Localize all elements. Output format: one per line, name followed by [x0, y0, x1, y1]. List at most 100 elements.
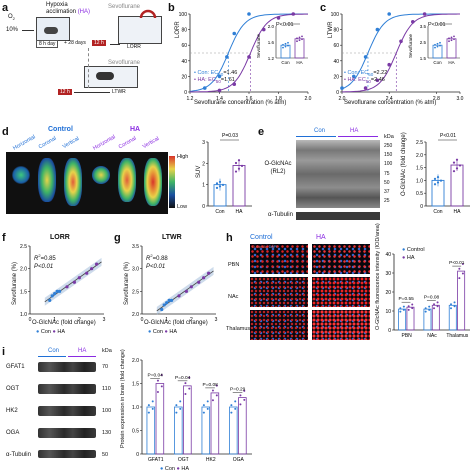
- chart-e-dot: [452, 161, 456, 164]
- chart-i-ytick-label: 1.0: [132, 405, 139, 411]
- chart-h-dot: [433, 303, 436, 306]
- chart-i-dot: [147, 404, 150, 407]
- chart-b-point-ha: [217, 88, 222, 93]
- chart-f-xtick-label: 2: [78, 317, 81, 323]
- chart-i-bar-oga-con: [229, 406, 238, 455]
- chart-b-ytick-label: 60: [181, 43, 187, 49]
- chart-c-inset-p: P<0.01: [428, 22, 446, 28]
- chart-i-ytick-label: 0.5: [132, 429, 139, 435]
- chart-c-ytick-label: 100: [331, 12, 340, 18]
- chart-f-stats: R2=0.85 P<0.01: [34, 253, 56, 270]
- chart-e-dot: [452, 170, 456, 173]
- chart-h-dot: [458, 277, 461, 280]
- chart-g-ytick-label: 2.5: [132, 289, 139, 295]
- view-vertical-ha: Vertical: [141, 135, 161, 151]
- chart-i-bar-hk2-con: [201, 406, 211, 455]
- chart-h-bar-pbn-control: [398, 308, 407, 331]
- chart-d: 3 2 1 0 Con HA P=0.03: [202, 133, 252, 215]
- chart-g-point-con: [160, 307, 164, 312]
- chart-c-inset-dot: [439, 44, 441, 47]
- chart-b-inset-dot: [298, 36, 301, 39]
- chart-c-inset-xlabel: Con: [433, 60, 442, 65]
- blot-i-band: [38, 406, 96, 416]
- chart-b-xtick-label: 1.2: [187, 96, 194, 102]
- panel-e-label: e: [258, 126, 265, 138]
- chart-d-dot: [218, 180, 222, 183]
- chart-c-ytick-label: 40: [333, 59, 339, 65]
- dashed-connector: [88, 48, 89, 88]
- chart-c-inset-dot: [436, 42, 439, 45]
- chart-i-dot: [243, 398, 246, 401]
- chart-b-point-con: [217, 74, 222, 79]
- chart-h-ytick-label: 0: [388, 328, 391, 334]
- chart-b-point-ha: [247, 55, 251, 59]
- chart-g-xlabel: O-GlcNAc (fold change): [144, 320, 208, 326]
- chart-c-legend: • Con: EC50=2.22 • HA: EC50=2.46: [344, 70, 388, 85]
- chart-b-xlabel: Sevoflurane concentration (% atm): [194, 100, 287, 106]
- chart-i-dot: [239, 394, 242, 397]
- chart-d-dot: [234, 161, 238, 165]
- chart-h-dot: [436, 301, 439, 304]
- chart-e-ytick-label: 1.0: [416, 178, 423, 184]
- chart-f-xlabel: O-GlcNAc (fold change): [32, 320, 96, 326]
- chart-i-bar-ogt-ha: [183, 385, 192, 455]
- panel-a-label: a: [2, 2, 9, 14]
- chart-i-dot: [156, 390, 159, 393]
- chart-f-xtick-label: 0: [29, 317, 32, 323]
- chart-b-point-ha: [291, 12, 296, 16]
- chart-i-dot: [160, 385, 163, 388]
- chart-g-point-ha: [202, 276, 206, 280]
- chart-c-inset-dot: [436, 45, 439, 48]
- chart-c-xtick-label: 2.8: [433, 96, 440, 102]
- micro-thalamus-control: [250, 310, 308, 340]
- chart-c-inset-ytick-label: 3.5: [420, 24, 427, 29]
- view-coronal-con: Coronal: [37, 135, 58, 151]
- chart-b-point-ha: [276, 16, 281, 20]
- blot-e-ogl: [296, 140, 380, 208]
- chart-b-inset-dot: [298, 39, 301, 42]
- chart-d-ytick-label: 0: [202, 204, 205, 210]
- chart-f-legend: ● Con ● HA: [36, 329, 65, 335]
- chart-i-dot: [151, 400, 154, 403]
- chart-b-inset-dot: [296, 37, 298, 40]
- chart-i-dot: [206, 400, 209, 403]
- chart-i-dot: [234, 407, 237, 410]
- chart-d-xtick-label: Con: [215, 209, 224, 215]
- chart-f: 2.5 2.0 1.5 1.00 1 2 3: [20, 244, 106, 323]
- blot-i-protein-label: HK2: [6, 408, 18, 414]
- chart-f-xtick-label: 3: [103, 317, 106, 323]
- pet-images-ha: [88, 152, 168, 214]
- chart-h-bar-thalamus-ha: [457, 270, 466, 331]
- hypoxia-title: Hypoxia: [46, 2, 68, 8]
- chart-c-inset-xlabel: HA: [448, 60, 454, 65]
- chart-h-ylabel: O-GlcNAc fluorescence intensity (IOD/are…: [375, 223, 381, 330]
- chart-b-point-con: [202, 86, 207, 90]
- chart-c-point-ha: [411, 20, 415, 24]
- chart-c-inset-bar-ha: [446, 38, 457, 59]
- chart-c-inset-ytick-label: 1.5: [420, 56, 427, 61]
- chart-i-dot: [211, 399, 214, 402]
- view-vertical-con: Vertical: [61, 135, 81, 151]
- chart-c-ytick-label: 20: [333, 74, 339, 80]
- chart-e-xtick-label: Con: [433, 209, 442, 215]
- chart-i-ytick-label: 0: [136, 452, 139, 458]
- micro-thalamus-ha: [312, 310, 370, 340]
- chart-d-dot: [215, 186, 219, 189]
- o2-arrow: [22, 30, 34, 31]
- chart-g-point-ha: [189, 285, 193, 289]
- chart-h-dot: [402, 305, 405, 308]
- chart-b-legend: • Con: EC50=1.46 • HA: EC50=1.61: [194, 70, 238, 85]
- chart-i-ytick-label: 2.0: [132, 358, 139, 364]
- panel-i-label: i: [2, 346, 6, 358]
- chart-c-inset-dot: [453, 38, 455, 41]
- chart-c-point-ha: [375, 78, 380, 83]
- chart-i-dot: [188, 387, 191, 390]
- chart-b-inset-bar-ha: [294, 38, 305, 59]
- chart-e-ylabel: O-GlcNAc (fold change): [401, 132, 407, 196]
- chart-i-dot: [215, 384, 218, 387]
- chart-h-dot: [424, 307, 427, 310]
- blot-i-protein-label: GFAT1: [6, 364, 25, 370]
- chart-e-ytick-label: 1.5: [416, 166, 423, 172]
- chart-b-inset-dot: [296, 40, 298, 43]
- chart-h-dot: [453, 305, 456, 308]
